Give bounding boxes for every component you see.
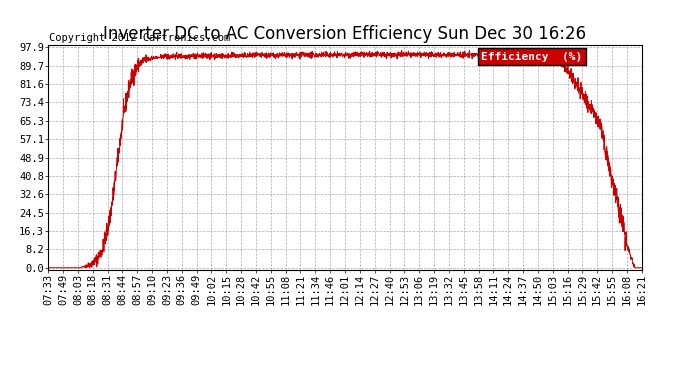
Text: Copyright 2012 Cartronics.com: Copyright 2012 Cartronics.com [50, 33, 230, 43]
Text: Efficiency  (%): Efficiency (%) [482, 52, 583, 62]
Title: Inverter DC to AC Conversion Efficiency Sun Dec 30 16:26: Inverter DC to AC Conversion Efficiency … [104, 26, 586, 44]
